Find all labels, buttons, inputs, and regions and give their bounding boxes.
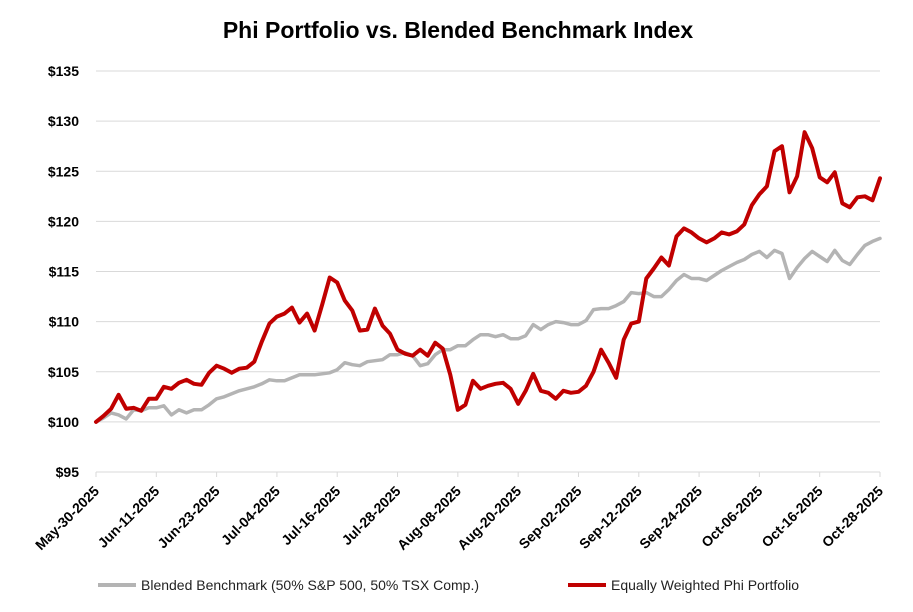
series-line-benchmark xyxy=(94,236,882,424)
y-tick-label: $130 xyxy=(48,113,79,129)
x-axis: May-30-2025Jun-11-2025Jun-23-2025Jul-04-… xyxy=(32,471,887,553)
series-line-portfolio xyxy=(94,130,882,424)
legend-label-portfolio: Equally Weighted Phi Portfolio xyxy=(611,577,799,593)
y-tick-label: $125 xyxy=(48,163,79,179)
legend: Blended Benchmark (50% S&P 500, 50% TSX … xyxy=(98,577,799,593)
series-lines xyxy=(94,130,882,424)
x-tick-label: Jul-04-2025 xyxy=(218,483,283,548)
x-tick-label: Oct-28-2025 xyxy=(819,483,887,551)
x-tick-label: Oct-16-2025 xyxy=(758,483,826,551)
y-tick-label: $135 xyxy=(48,63,79,79)
x-tick-label: Aug-20-2025 xyxy=(454,483,524,553)
y-tick-label: $100 xyxy=(48,414,79,430)
x-tick-label: Sep-02-2025 xyxy=(515,483,584,552)
x-tick-label: Sep-24-2025 xyxy=(636,483,705,552)
y-tick-label: $105 xyxy=(48,364,79,380)
x-tick-label: Jun-23-2025 xyxy=(154,483,223,552)
x-tick-label: Jun-11-2025 xyxy=(94,483,162,551)
x-tick-label: Oct-06-2025 xyxy=(698,483,766,551)
y-tick-label: $115 xyxy=(49,264,80,280)
gridlines xyxy=(96,70,880,473)
legend-label-benchmark: Blended Benchmark (50% S&P 500, 50% TSX … xyxy=(141,577,479,593)
x-tick-label: Jul-16-2025 xyxy=(278,483,343,548)
x-tick-label: May-30-2025 xyxy=(32,483,102,553)
y-axis-ticks: $95 $100 $105 $110 $115 $120 $125 $130 $135 xyxy=(48,63,79,480)
x-tick-label: Sep-12-2025 xyxy=(576,483,645,552)
chart-title: Phi Portfolio vs. Blended Benchmark Inde… xyxy=(223,17,694,43)
x-tick-label: Jul-28-2025 xyxy=(338,483,403,548)
y-tick-label: $120 xyxy=(48,213,79,229)
y-tick-label: $95 xyxy=(56,464,80,480)
y-tick-label: $110 xyxy=(49,314,80,330)
